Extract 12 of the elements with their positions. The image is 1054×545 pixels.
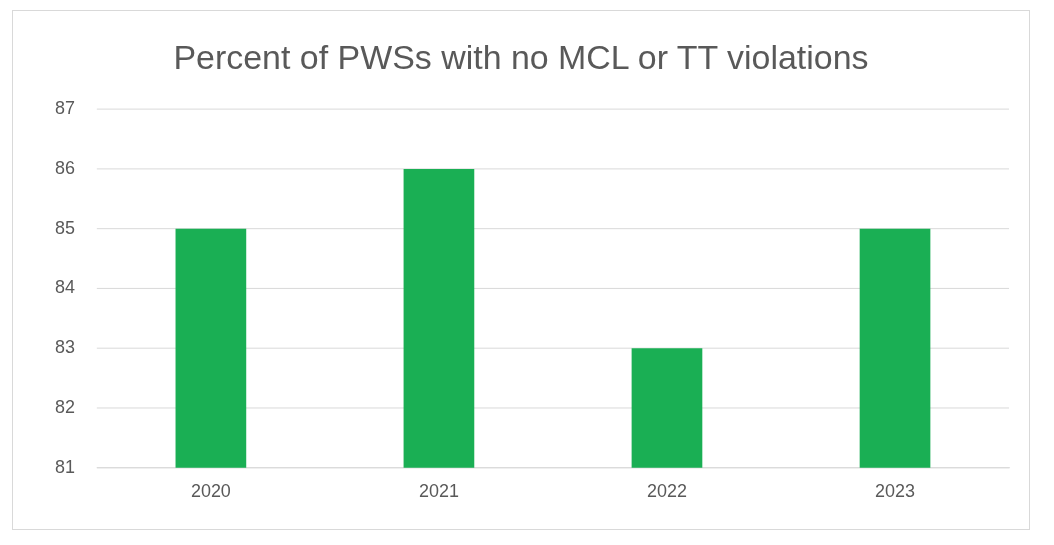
y-tick-label: 82: [54, 396, 75, 417]
y-tick-label: 83: [54, 337, 75, 358]
y-tick-label: 87: [54, 98, 75, 119]
y-tick-label: 81: [54, 456, 75, 477]
x-tick-label: 2022: [647, 481, 687, 502]
y-tick-label: 85: [54, 217, 75, 238]
x-tick-label: 2021: [418, 481, 459, 502]
y-tick-label: 84: [54, 277, 75, 298]
y-tick-label: 86: [54, 158, 75, 179]
x-tick-label: 2023: [875, 481, 916, 502]
x-tick-label: 2020: [190, 481, 231, 502]
chart-title: Percent of PWSs with no MCL or TT violations: [173, 37, 869, 76]
